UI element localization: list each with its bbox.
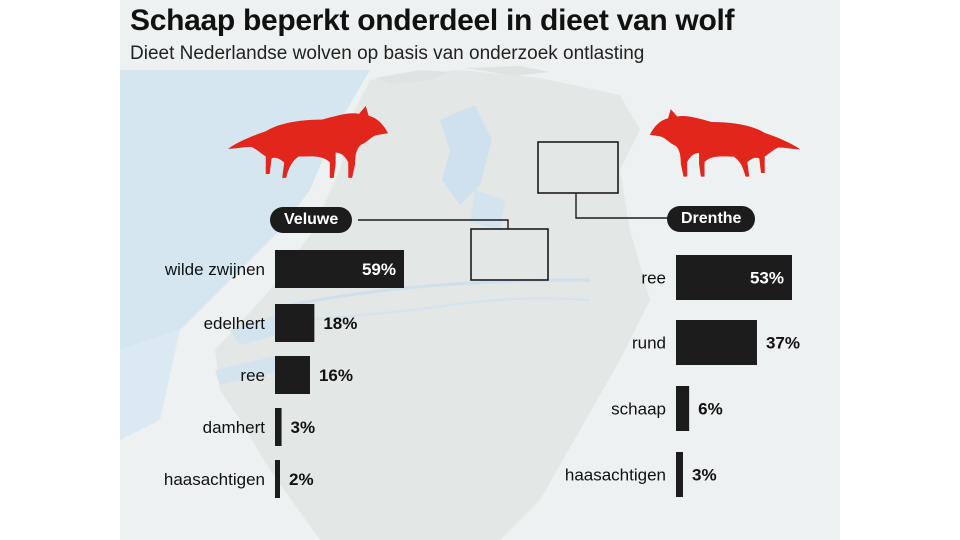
drenthe-region-box — [537, 141, 619, 194]
veluwe-diet-chart: wilde zwijnen 59% edelhert 18% ree 16% damhert… — [164, 250, 404, 498]
category-label-drenthe: ree — [641, 269, 666, 288]
category-label-drenthe: schaap — [611, 400, 666, 419]
infographic: Schaap beperkt onderdeel in dieet van wo… — [120, 0, 840, 540]
value-label-veluwe: 18% — [323, 314, 357, 333]
bar-drenthe — [676, 386, 690, 431]
region-label-veluwe: Veluwe — [270, 207, 353, 233]
diet-bar-charts: wilde zwijnen 59% edelhert 18% ree 16% damhert… — [164, 250, 800, 498]
value-label-drenthe: 53% — [750, 269, 784, 288]
veluwe-connector — [358, 219, 509, 229]
value-label-drenthe: 3% — [692, 466, 717, 485]
bar-veluwe — [275, 304, 315, 342]
bar-veluwe — [275, 408, 282, 446]
category-label-veluwe: edelhert — [204, 314, 266, 333]
bar-veluwe — [275, 356, 310, 394]
bar-veluwe — [275, 250, 404, 288]
category-label-veluwe: wilde zwijnen — [164, 260, 265, 279]
category-label-veluwe: damhert — [203, 418, 266, 437]
drenthe-diet-chart: ree 53% rund 37% schaap 6% haasachtigen 3% — [565, 255, 800, 497]
value-label-veluwe: 16% — [319, 366, 353, 385]
value-label-veluwe: 3% — [291, 418, 316, 437]
region-label-drenthe: Drenthe — [667, 206, 756, 232]
bar-row-veluwe: haasachtigen 2% — [164, 460, 314, 498]
veluwe-region-box — [470, 228, 549, 281]
bar-row-veluwe: edelhert 18% — [204, 304, 357, 342]
bar-row-drenthe: schaap 6% — [611, 386, 723, 431]
bar-drenthe — [676, 255, 792, 300]
value-label-drenthe: 6% — [698, 400, 723, 419]
value-label-drenthe: 37% — [766, 334, 800, 353]
category-label-drenthe: haasachtigen — [565, 466, 666, 485]
wolf-silhouette-icon — [227, 106, 389, 178]
bar-row-veluwe: damhert 3% — [203, 408, 316, 446]
category-label-veluwe: haasachtigen — [164, 470, 265, 489]
chart-subtitle: Dieet Nederlandse wolven op basis van on… — [130, 43, 645, 64]
bar-row-veluwe: ree 16% — [240, 356, 353, 394]
bar-row-veluwe: wilde zwijnen 59% — [164, 250, 404, 288]
category-label-veluwe: ree — [240, 366, 265, 385]
drenthe-connector — [575, 193, 680, 219]
category-label-drenthe: rund — [632, 334, 666, 353]
bar-row-drenthe: rund 37% — [632, 320, 800, 365]
wolf-silhouette-icon — [649, 109, 801, 177]
bar-row-drenthe: ree 53% — [641, 255, 792, 300]
bar-row-drenthe: haasachtigen 3% — [565, 452, 717, 497]
value-label-veluwe: 2% — [289, 470, 314, 489]
chart-title: Schaap beperkt onderdeel in dieet van wo… — [130, 4, 735, 37]
bar-drenthe — [676, 320, 757, 365]
value-label-veluwe: 59% — [362, 260, 396, 279]
bar-veluwe — [275, 460, 280, 498]
bar-drenthe — [676, 452, 683, 497]
